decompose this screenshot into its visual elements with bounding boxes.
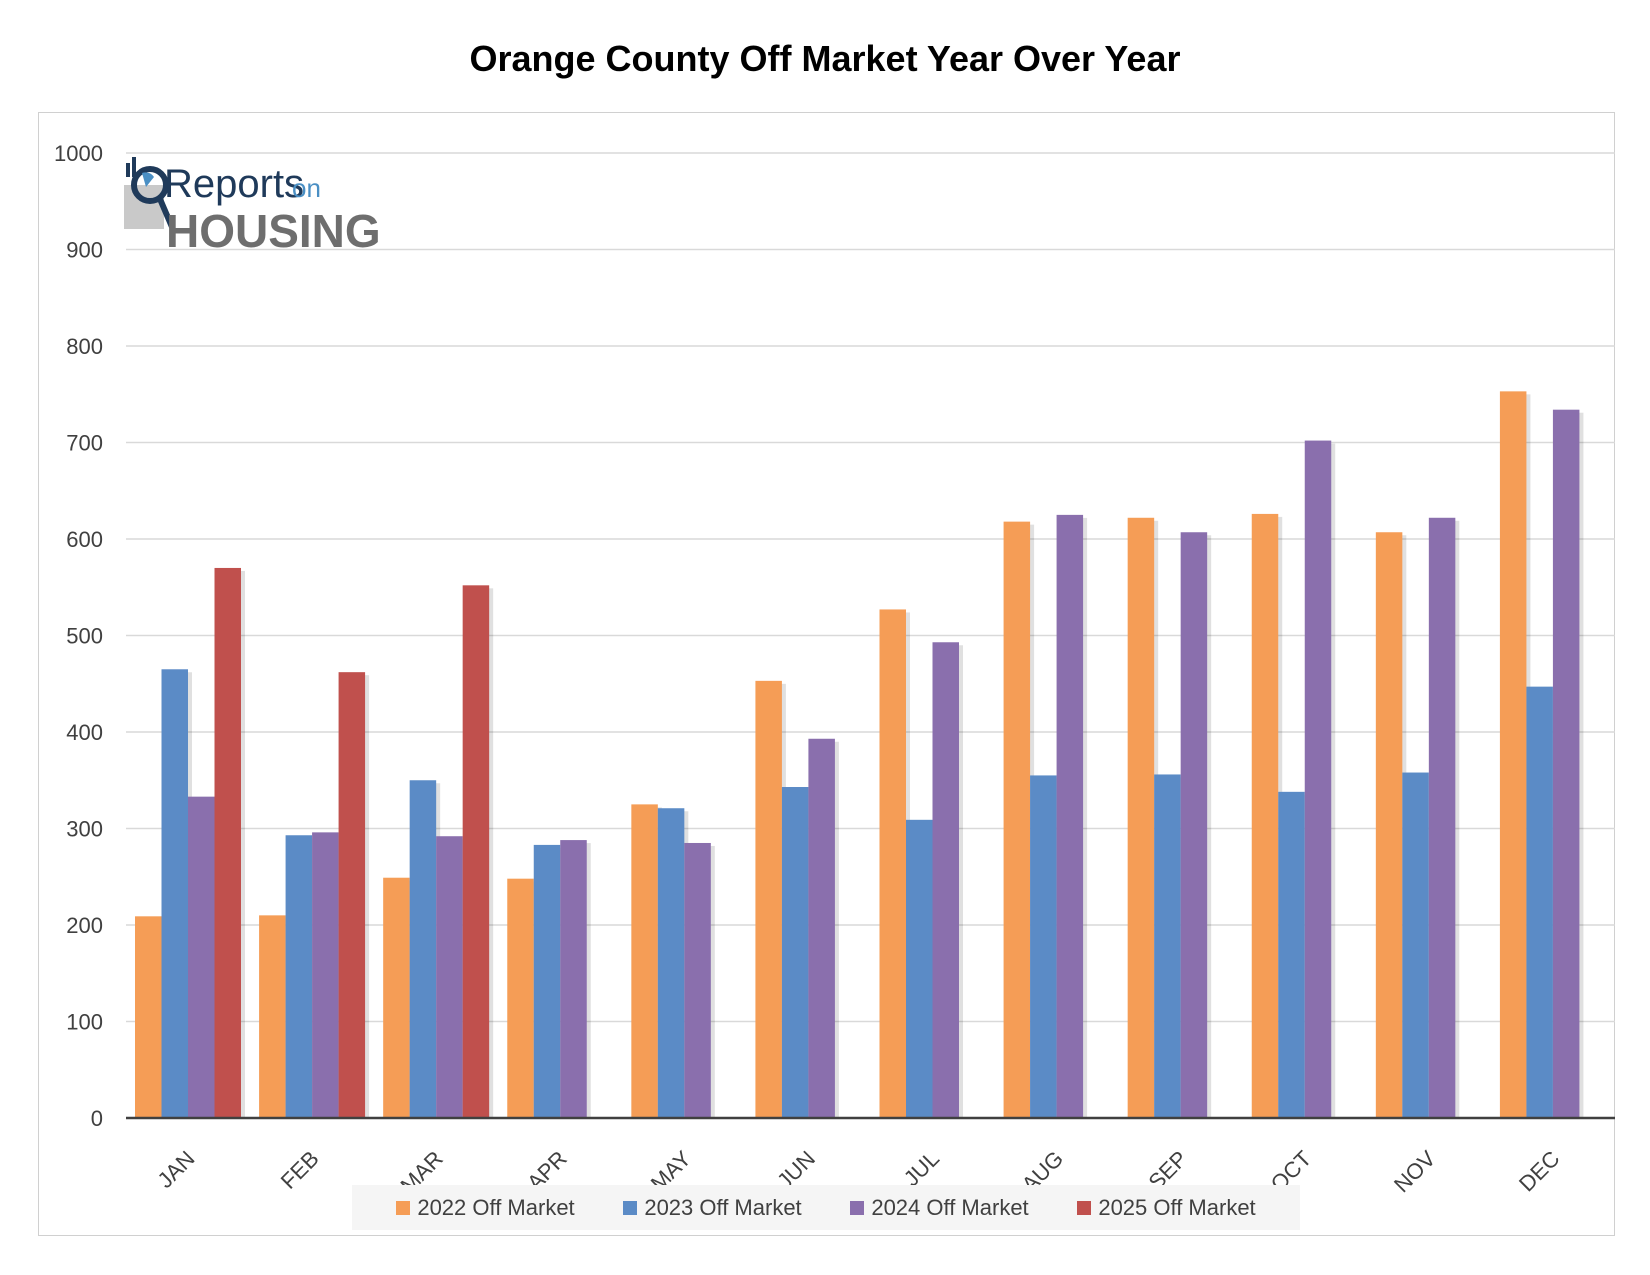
bar — [1056, 514, 1084, 1118]
legend-item-2025: 2025 Off Market — [1077, 1194, 1256, 1221]
legend-item-2022: 2022 Off Market — [396, 1194, 575, 1221]
bar — [808, 738, 835, 1118]
legend-swatch-2025 — [1077, 1200, 1092, 1215]
bar — [631, 804, 658, 1118]
bar — [338, 672, 366, 1118]
bar — [188, 796, 215, 1118]
reports-on-housing-logo: Reports on HOUSING — [124, 155, 424, 257]
bar — [1154, 774, 1181, 1118]
bar — [755, 680, 782, 1118]
bar — [906, 819, 933, 1118]
logo-line1: Reports — [164, 162, 304, 206]
y-tick-label: 1000 — [54, 141, 103, 166]
logo-line2: HOUSING — [166, 205, 381, 255]
legend-swatch-2022 — [396, 1200, 411, 1215]
bar — [1428, 517, 1456, 1118]
legend-item-2023: 2023 Off Market — [623, 1194, 802, 1221]
bar — [1304, 440, 1332, 1118]
legend-label-2024: 2024 Off Market — [871, 1194, 1029, 1220]
y-tick-label: 200 — [66, 913, 103, 938]
chart-legend: 2022 Off Market 2023 Off Market 2024 Off… — [352, 1185, 1300, 1230]
legend-swatch-2024 — [850, 1200, 865, 1215]
y-tick-label: 500 — [66, 624, 103, 649]
legend-label-2023: 2023 Off Market — [644, 1194, 802, 1220]
y-tick-label: 400 — [66, 720, 103, 745]
y-tick-label: 800 — [66, 334, 103, 359]
bar — [409, 780, 437, 1118]
bar — [1375, 532, 1403, 1118]
chart-frame — [38, 112, 1615, 1236]
legend-swatch-2023 — [623, 1200, 638, 1215]
bar — [1030, 775, 1057, 1118]
bar — [161, 669, 188, 1118]
bar — [1526, 686, 1553, 1118]
bar — [1127, 517, 1155, 1118]
y-tick-label: 700 — [66, 431, 103, 456]
bar — [1499, 391, 1527, 1119]
bar — [383, 877, 410, 1118]
bar — [285, 835, 313, 1118]
bar — [1251, 513, 1279, 1118]
bar — [462, 585, 490, 1118]
bar — [560, 840, 587, 1118]
bar — [214, 567, 241, 1118]
bar — [657, 808, 685, 1118]
legend-label-2025: 2025 Off Market — [1098, 1194, 1256, 1220]
bar — [781, 787, 809, 1118]
y-tick-label: 100 — [66, 1010, 103, 1035]
bar — [259, 915, 286, 1118]
chart-title: Orange County Off Market Year Over Year — [469, 38, 1181, 79]
legend-label-2022: 2022 Off Market — [417, 1194, 575, 1220]
x-tick-label: JAN — [153, 1146, 200, 1193]
bar — [879, 609, 906, 1118]
logo-line1-suffix: on — [292, 173, 321, 203]
bar — [932, 642, 959, 1118]
x-tick-label: FEB — [276, 1146, 324, 1194]
bar — [436, 836, 463, 1118]
x-tick-label: NOV — [1389, 1146, 1441, 1198]
bar — [507, 878, 534, 1118]
bar — [1180, 532, 1208, 1118]
y-tick-label: 900 — [66, 238, 103, 263]
x-tick-label: DEC — [1514, 1146, 1565, 1197]
bar — [1003, 521, 1031, 1118]
bar — [1402, 772, 1429, 1118]
y-tick-label: 300 — [66, 817, 103, 842]
bar — [135, 916, 162, 1118]
bar — [312, 832, 339, 1118]
bar — [1278, 791, 1305, 1118]
y-tick-label: 0 — [91, 1106, 103, 1131]
bar — [533, 844, 561, 1118]
bar — [1552, 409, 1580, 1118]
legend-item-2024: 2024 Off Market — [850, 1194, 1029, 1221]
bar — [684, 842, 711, 1118]
y-tick-label: 600 — [66, 527, 103, 552]
